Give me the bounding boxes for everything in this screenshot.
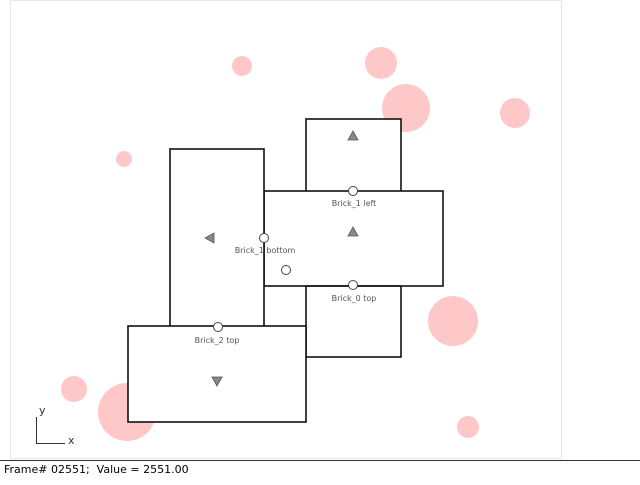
brick-0-lower — [305, 279, 402, 358]
anchor-points — [213, 186, 358, 332]
axis-indicator: y x — [36, 404, 75, 447]
x-axis-label: x — [68, 434, 75, 447]
balls — [61, 47, 530, 441]
ball — [428, 296, 478, 346]
brick-0-upper — [305, 118, 402, 197]
anchor-point — [281, 265, 291, 275]
status-text: Frame# 02551; Value = 2551.00 — [4, 463, 189, 476]
ball — [61, 376, 87, 402]
ball — [457, 416, 479, 438]
y-axis-label: y — [39, 404, 46, 417]
anchor-point — [259, 233, 269, 243]
ball — [116, 151, 132, 167]
status-bar: Frame# 02551; Value = 2551.00 — [0, 460, 640, 480]
label-brick-1-bottom: Brick_1 bottom — [235, 246, 296, 255]
brick-1 — [263, 190, 444, 287]
label-brick-0-top: Brick_0 top — [332, 294, 377, 303]
down-arrow-icon — [211, 376, 223, 387]
left-arrow-icon — [204, 232, 215, 244]
up-arrow-icon — [347, 130, 359, 141]
ball — [232, 56, 252, 76]
up-arrow-icon — [347, 226, 359, 237]
anchor-point — [348, 280, 358, 290]
ball — [500, 98, 530, 128]
brick-3 — [169, 148, 265, 328]
label-brick-2-top: Brick_2 top — [195, 336, 240, 345]
brick-2 — [127, 325, 307, 423]
anchor-point — [348, 186, 358, 196]
labels: Brick_1 left Brick_1 bottom Brick_0 top … — [195, 199, 377, 345]
markers — [204, 130, 359, 387]
label-brick-1-left: Brick_1 left — [332, 199, 377, 208]
anchor-point — [213, 322, 223, 332]
bricks — [127, 118, 444, 423]
ball — [365, 47, 397, 79]
